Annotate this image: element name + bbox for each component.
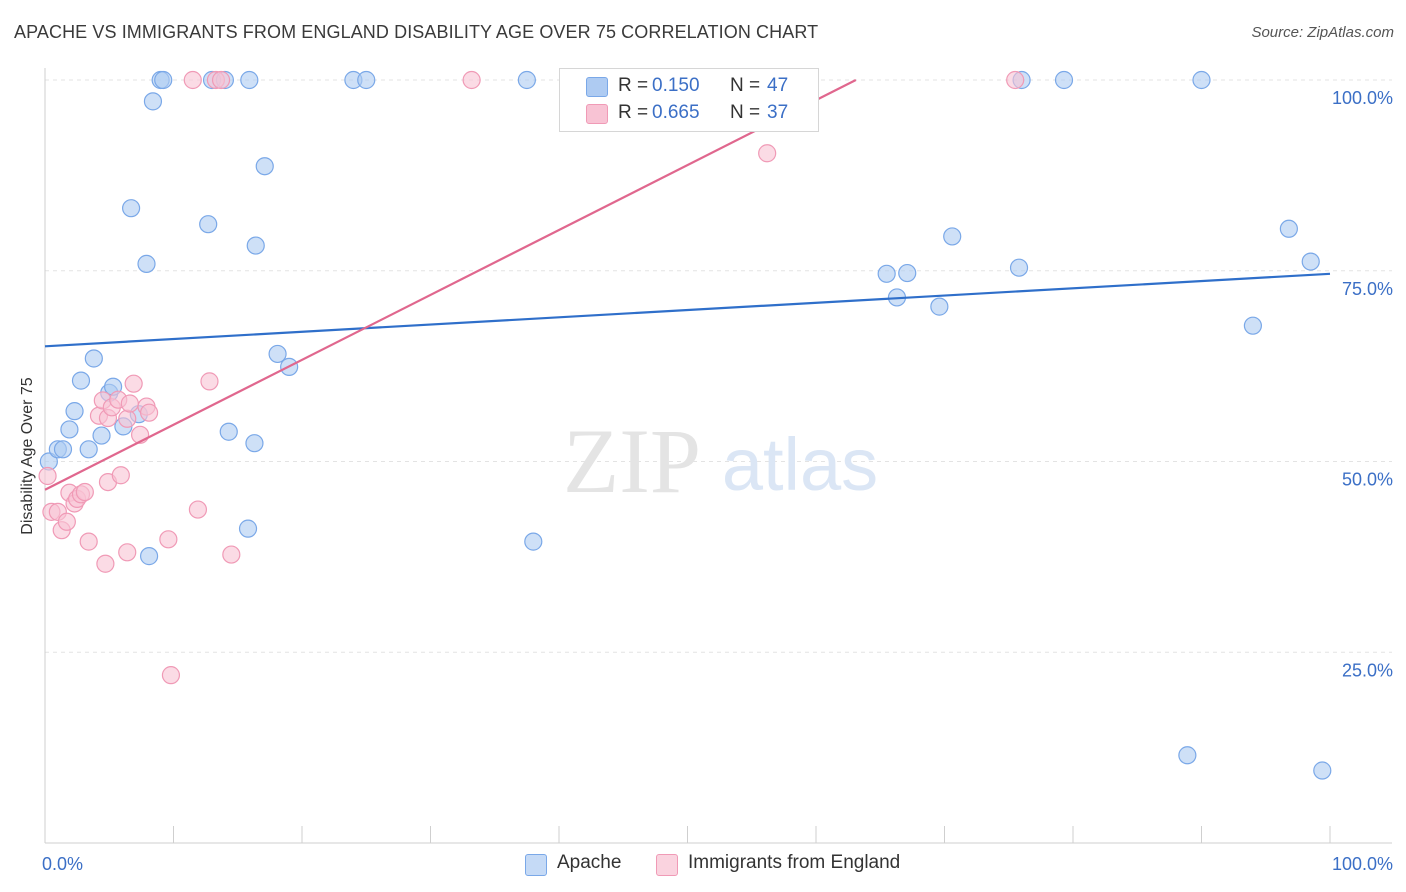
england-point bbox=[38, 466, 57, 486]
apache-point bbox=[238, 519, 258, 538]
apache-point bbox=[143, 92, 163, 111]
series-swatch-england bbox=[656, 854, 678, 876]
apache-point bbox=[268, 344, 287, 364]
apache-point bbox=[1054, 70, 1074, 90]
legend-row-apache: R = 0.150 N = 47 bbox=[560, 73, 818, 99]
apache-point bbox=[84, 349, 103, 368]
apache-point bbox=[240, 70, 259, 90]
x-tick-label: 100.0% bbox=[1332, 854, 1393, 874]
apache-point bbox=[71, 371, 91, 390]
apache-point bbox=[898, 263, 917, 283]
apache-point bbox=[1009, 258, 1029, 277]
apache-point bbox=[877, 264, 896, 283]
series-label-england: Immigrants from England bbox=[688, 852, 901, 873]
apache-point bbox=[60, 420, 79, 439]
apache-point bbox=[943, 227, 962, 246]
legend-r-label: R = bbox=[618, 102, 649, 123]
series-label-apache: Apache bbox=[557, 852, 622, 873]
watermark-atlas: atlas bbox=[722, 423, 878, 506]
england-point bbox=[188, 500, 208, 519]
y-tick-label: 75.0% bbox=[1342, 279, 1393, 299]
legend-r-value: 0.665 bbox=[652, 102, 700, 123]
england-point bbox=[183, 70, 202, 90]
legend-n-label: N = bbox=[730, 102, 761, 123]
legend-row-england: R = 0.665 N = 37 bbox=[560, 100, 818, 126]
apache-point bbox=[246, 236, 265, 255]
apache-point bbox=[65, 402, 84, 421]
england-trend-line bbox=[44, 79, 857, 491]
apache-point bbox=[245, 434, 264, 453]
apache-point bbox=[92, 426, 111, 445]
series-swatch-apache bbox=[525, 854, 547, 876]
apache-point bbox=[255, 157, 274, 176]
y-tick-label: 50.0% bbox=[1342, 470, 1393, 490]
apache-point bbox=[137, 254, 156, 273]
england-point bbox=[139, 403, 159, 422]
england-point bbox=[462, 70, 481, 90]
apache-point bbox=[517, 70, 536, 90]
apache-point bbox=[139, 547, 159, 566]
apache-point bbox=[1192, 70, 1211, 90]
england-point bbox=[118, 409, 137, 428]
y-tick-label: 25.0% bbox=[1342, 660, 1393, 680]
legend-n-value: 47 bbox=[767, 75, 789, 96]
apache-point bbox=[1279, 219, 1298, 238]
apache-point bbox=[199, 215, 218, 234]
legend-r-label: R = bbox=[618, 75, 649, 96]
england-point bbox=[96, 554, 115, 573]
legend-swatch-apache bbox=[586, 77, 608, 97]
apache-trend-line bbox=[44, 272, 1331, 348]
england-point bbox=[118, 543, 137, 562]
england-point bbox=[222, 545, 241, 564]
chart-source: Source: ZipAtlas.com bbox=[1251, 24, 1394, 41]
england-point bbox=[1006, 70, 1025, 90]
england-point bbox=[211, 70, 231, 90]
x-tick-label: 0.0% bbox=[42, 854, 83, 874]
legend-r-value: 0.150 bbox=[652, 75, 700, 96]
england-point bbox=[124, 374, 143, 393]
apache-point bbox=[79, 440, 98, 459]
apache-point bbox=[219, 422, 238, 441]
england-point bbox=[79, 532, 98, 551]
apache-point bbox=[1301, 252, 1320, 271]
watermark-zip: ZIP bbox=[563, 410, 701, 512]
legend-n-label: N = bbox=[730, 75, 761, 96]
correlation-legend: R = 0.150 N = 47 R = 0.665 N = 37 bbox=[559, 68, 819, 132]
series-legend: Apache Immigrants from England bbox=[0, 852, 1406, 878]
legend-n-value: 37 bbox=[767, 102, 789, 123]
apache-point bbox=[121, 199, 141, 218]
england-point bbox=[57, 512, 76, 531]
apache-point bbox=[1313, 761, 1332, 780]
apache-point bbox=[1243, 316, 1263, 335]
apache-point bbox=[154, 70, 173, 90]
england-point bbox=[111, 466, 130, 485]
y-tick-label: 100.0% bbox=[1332, 88, 1393, 108]
chart-title: APACHE VS IMMIGRANTS FROM ENGLAND DISABI… bbox=[14, 22, 819, 42]
england-point bbox=[161, 666, 181, 685]
england-point bbox=[758, 144, 777, 163]
england-point bbox=[159, 530, 178, 549]
apache-point bbox=[1178, 746, 1197, 765]
apache-point bbox=[930, 297, 949, 316]
legend-swatch-england bbox=[586, 104, 608, 124]
apache-point bbox=[357, 70, 376, 90]
england-point bbox=[200, 372, 219, 391]
apache-point bbox=[53, 440, 73, 459]
apache-point bbox=[524, 532, 543, 551]
england-point bbox=[75, 482, 94, 502]
england-point bbox=[120, 394, 139, 413]
